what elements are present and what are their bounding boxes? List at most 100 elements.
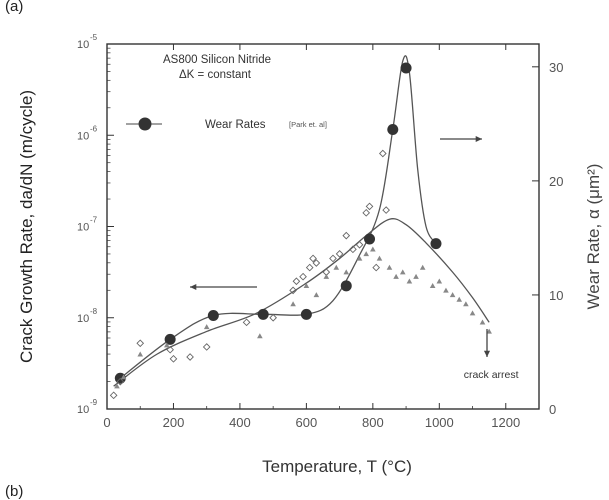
diamond-point [365,202,374,211]
triangle-point [429,283,436,289]
wear-rate-point [430,238,442,250]
triangle-point [290,301,296,307]
x-axis-label: Temperature, T (°C) [262,457,412,476]
triangle-point [376,255,383,261]
y-left-tick-exponent: -9 [90,398,98,407]
triangle-point [413,273,419,279]
panel-label-b: (b) [5,483,24,500]
diamond-point [335,250,344,258]
triangle-point [370,246,376,252]
diamond-point [186,353,194,361]
diamond-point [355,240,364,249]
chart-title: AS800 Silicon Nitride [163,54,271,66]
triangle-point [303,283,310,289]
diamond-point [292,277,301,286]
x-tick-label: 200 [163,415,185,430]
legend-label: Wear Rates [205,119,266,131]
wear-rate-point [364,233,376,245]
left-axis-arrow-head [190,283,197,291]
triangle-point [386,264,393,270]
diamond-point [166,345,174,354]
diamond-point [349,245,357,254]
x-tick-label: 800 [362,415,384,430]
diamond-point [289,286,297,295]
legend-marker [138,117,152,131]
triangle-point [449,292,456,298]
triangle-point [137,351,144,357]
diamond-point [342,231,351,240]
right-axis-arrow-head [475,135,482,143]
chart-subtitle: ΔK = constant [179,69,252,81]
triangle-point [463,301,469,307]
diamond-point [309,254,317,263]
triangle-point [257,333,263,339]
x-tick-label: 1200 [491,415,520,430]
y-left-tick-label: 10 [77,404,89,416]
triangle-point [469,310,476,316]
x-tick-label: 0 [103,415,110,430]
triangle-point [164,342,170,348]
x-tick-label: 600 [296,415,318,430]
triangle-point [363,251,369,257]
triangle-point [203,324,210,330]
y-left-axis-label: Crack Growth Rate, da/dN (m/cycle) [17,90,36,363]
triangle-point [356,255,363,261]
triangle-point [406,278,413,284]
triangle-point [419,264,426,270]
diamond-point [136,339,145,348]
y-left-tick-label: 10 [77,130,89,142]
diamond-point [362,208,371,217]
diamond-point [382,206,390,214]
y-right-tick-label: 0 [549,402,556,417]
crack-arrest-arrow-head [483,350,491,357]
diamond-point [116,377,125,386]
triangle-point [333,264,340,270]
diamond-point [312,259,321,267]
legend-citation: [Park et. al] [289,120,327,129]
y-left-tick-label: 10 [77,39,89,51]
wear-rate-point [164,333,176,345]
triangle-point [313,292,320,298]
panel-label-a: (a) [5,0,24,15]
wear-rate-trend-curve [119,55,437,379]
diamond-point [202,343,211,351]
y-left-tick-exponent: -7 [90,216,98,225]
wear-rate-point [300,308,312,320]
y-left-tick-label: 10 [77,313,89,325]
diamond-point [169,354,178,363]
plot-area-border [106,43,540,410]
triangle-point [399,269,406,275]
triangle-point [479,319,486,325]
y-left-tick-label: 10 [77,222,89,234]
y-left-tick-exponent: -6 [90,124,98,133]
y-right-axis-label: Wear Rate, α (μm²) [584,164,603,310]
wear-rate-point [207,309,219,321]
triangle-point [114,383,120,389]
diamond-point [299,272,307,281]
triangle-point [436,278,443,284]
diamond-point [109,391,118,400]
diamond-point [269,313,277,322]
wear-rate-point [340,280,352,292]
triangle-point [343,269,350,275]
y-left-tick-exponent: -8 [90,307,98,316]
diamond-point [372,263,381,272]
wear-rate-point [257,308,269,320]
wear-rate-point [387,124,399,136]
triangle-point [323,273,330,279]
diamond-point [305,263,314,272]
triangle-point [456,296,463,302]
diamond-point [378,149,387,158]
y-left-tick-exponent: -5 [90,33,98,42]
y-right-tick-label: 30 [549,60,563,75]
wear-rate-point [400,62,412,74]
triangle-point [120,374,127,380]
triangle-point [393,273,399,279]
triangle-point [443,287,449,293]
y-right-tick-label: 20 [549,174,563,189]
triangle-point [486,328,492,334]
x-tick-label: 400 [229,415,251,430]
diamond-point [242,318,251,327]
crack-arrest-label: crack arrest [464,369,519,381]
